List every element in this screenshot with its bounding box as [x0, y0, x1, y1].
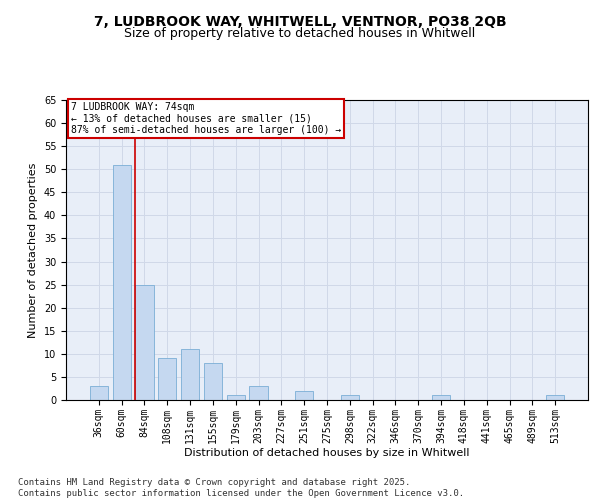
- Text: Contains HM Land Registry data © Crown copyright and database right 2025.
Contai: Contains HM Land Registry data © Crown c…: [18, 478, 464, 498]
- Bar: [341, 396, 359, 400]
- Bar: [250, 386, 268, 400]
- X-axis label: Distribution of detached houses by size in Whitwell: Distribution of detached houses by size …: [184, 448, 470, 458]
- Bar: [158, 358, 176, 400]
- Bar: [136, 284, 154, 400]
- Bar: [546, 396, 564, 400]
- Text: 7 LUDBROOK WAY: 74sqm
← 13% of detached houses are smaller (15)
87% of semi-deta: 7 LUDBROOK WAY: 74sqm ← 13% of detached …: [71, 102, 341, 134]
- Bar: [295, 391, 313, 400]
- Bar: [181, 349, 199, 400]
- Text: 7, LUDBROOK WAY, WHITWELL, VENTNOR, PO38 2QB: 7, LUDBROOK WAY, WHITWELL, VENTNOR, PO38…: [94, 15, 506, 29]
- Bar: [204, 363, 222, 400]
- Bar: [113, 164, 131, 400]
- Bar: [227, 396, 245, 400]
- Bar: [90, 386, 108, 400]
- Y-axis label: Number of detached properties: Number of detached properties: [28, 162, 38, 338]
- Bar: [432, 396, 450, 400]
- Text: Size of property relative to detached houses in Whitwell: Size of property relative to detached ho…: [124, 28, 476, 40]
